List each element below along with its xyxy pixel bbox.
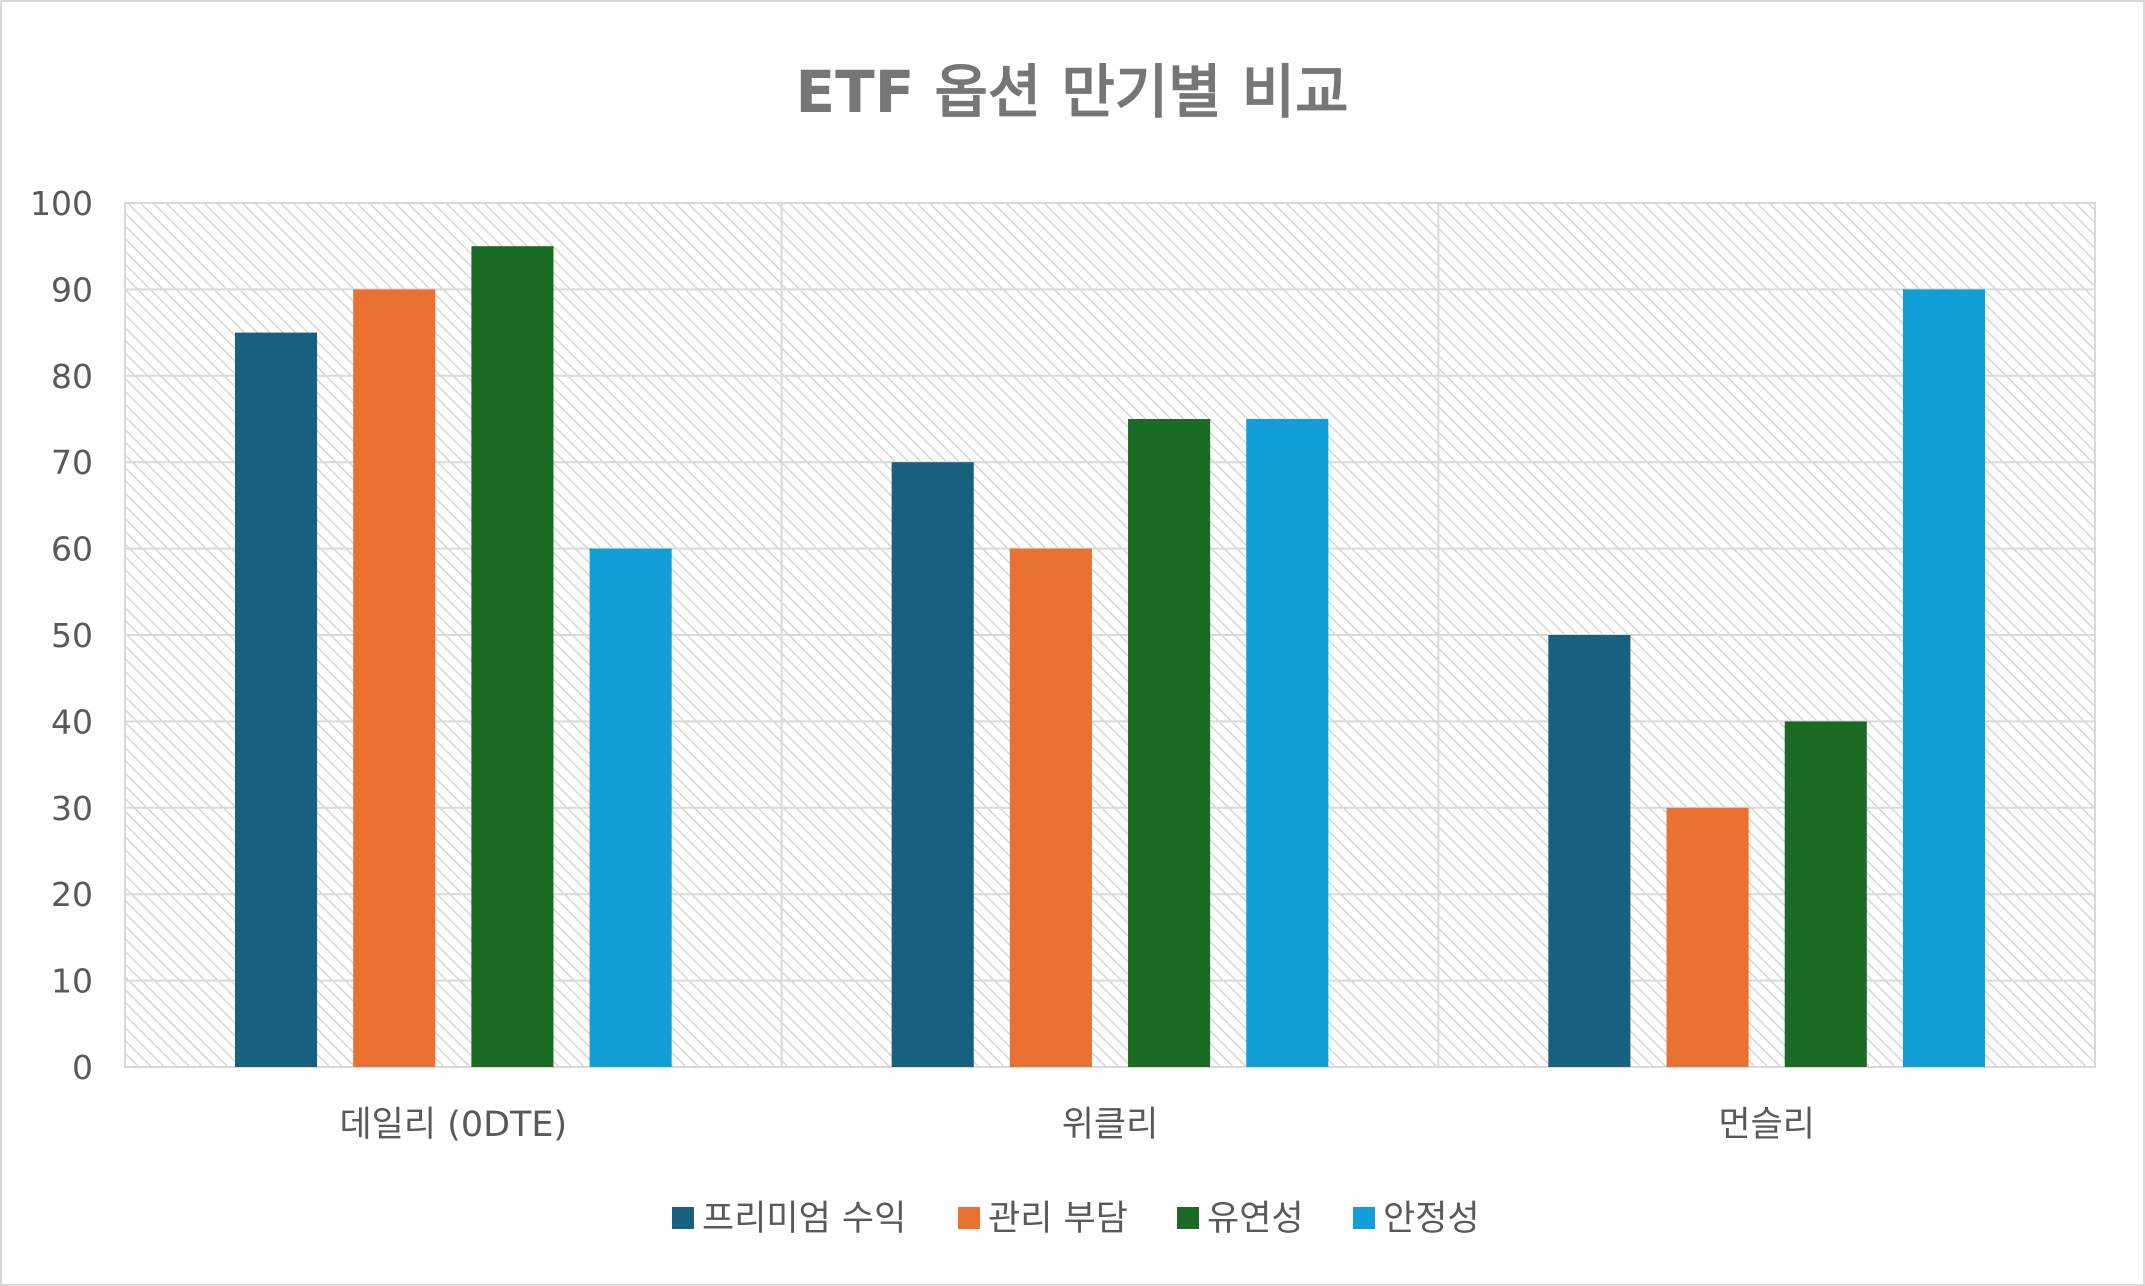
bar <box>1784 721 1867 1067</box>
y-tick-label: 100 <box>30 184 93 223</box>
bar <box>1902 289 1986 1067</box>
legend-swatch <box>1353 1207 1375 1229</box>
legend-label: 안정성 <box>1383 1199 1480 1239</box>
x-axis-labels: 데일리 (0DTE) 위클리 먼슬리 <box>339 1105 1815 1145</box>
legend-label: 프리미엄 수익 <box>702 1199 906 1239</box>
bar <box>1548 635 1631 1067</box>
bar <box>1666 807 1749 1067</box>
bar <box>234 332 318 1068</box>
legend-swatch <box>958 1207 980 1229</box>
y-tick-label: 40 <box>51 702 93 741</box>
y-tick-label: 50 <box>51 616 93 655</box>
y-tick-label: 20 <box>51 875 93 914</box>
x-category-label: 먼슬리 <box>1718 1105 1815 1145</box>
y-tick-label: 0 <box>72 1048 93 1087</box>
legend-swatch <box>672 1207 694 1229</box>
legend: 프리미엄 수익 관리 부담 유연성 안정성 <box>672 1199 1480 1239</box>
y-tick-label: 80 <box>51 357 93 396</box>
gridlines <box>125 202 2095 1068</box>
bar <box>891 462 974 1067</box>
x-category-label: 위클리 <box>1062 1105 1159 1145</box>
bar <box>1246 419 1329 1067</box>
x-category-label: 데일리 (0DTE) <box>339 1105 567 1145</box>
bar <box>1009 548 1092 1067</box>
y-tick-label: 30 <box>51 789 93 828</box>
y-tick-label: 70 <box>51 443 93 482</box>
legend-label: 관리 부담 <box>988 1199 1128 1239</box>
y-tick-label: 10 <box>51 962 93 1001</box>
bar <box>1128 419 1211 1067</box>
bar <box>353 289 436 1067</box>
chart-title: ETF 옵션 만기별 비교 <box>796 58 1349 126</box>
bar <box>471 246 554 1067</box>
y-axis-ticks: 0 10 20 30 40 50 60 70 80 90 100 <box>30 184 93 1087</box>
bar <box>589 548 672 1067</box>
bars <box>234 246 1986 1068</box>
legend-swatch <box>1177 1207 1199 1229</box>
y-tick-label: 90 <box>51 270 93 309</box>
legend-label: 유연성 <box>1207 1199 1304 1239</box>
y-tick-label: 60 <box>51 530 93 569</box>
